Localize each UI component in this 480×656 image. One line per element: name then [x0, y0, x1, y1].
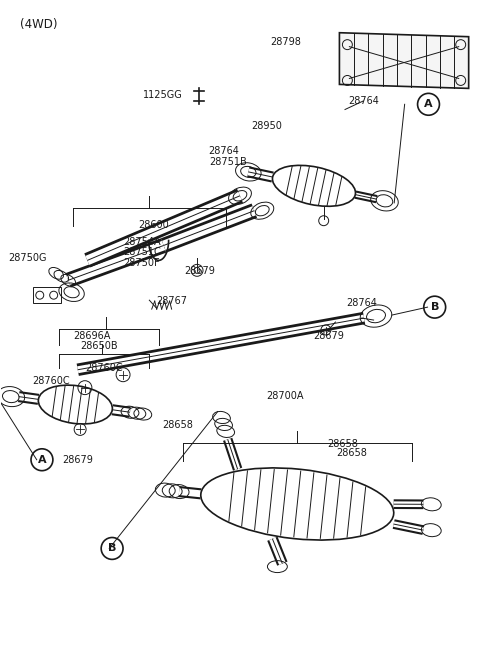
- Text: 28679: 28679: [184, 266, 215, 276]
- Text: 1125GG: 1125GG: [143, 89, 183, 100]
- Text: 28798: 28798: [270, 37, 301, 47]
- Text: (4WD): (4WD): [21, 18, 58, 31]
- Text: B: B: [108, 543, 116, 554]
- Text: 28658: 28658: [163, 420, 193, 430]
- Text: 28650B: 28650B: [81, 341, 118, 351]
- Text: A: A: [37, 455, 46, 464]
- Polygon shape: [339, 33, 468, 89]
- Text: 28750G: 28750G: [8, 253, 47, 262]
- Text: 28658: 28658: [327, 439, 358, 449]
- Text: 28751C: 28751C: [123, 247, 161, 257]
- Text: 28764: 28764: [208, 146, 239, 155]
- Text: A: A: [424, 99, 433, 110]
- Text: 28679: 28679: [62, 455, 93, 464]
- Text: 28600: 28600: [139, 220, 169, 230]
- Text: 28760C: 28760C: [85, 363, 123, 373]
- Text: 28679: 28679: [313, 331, 344, 341]
- Text: 28950: 28950: [251, 121, 282, 131]
- Text: 28764: 28764: [346, 298, 377, 308]
- Text: 28760C: 28760C: [33, 377, 70, 386]
- Polygon shape: [33, 287, 60, 303]
- Text: B: B: [431, 302, 439, 312]
- Text: 28764: 28764: [348, 96, 380, 106]
- Text: 28767: 28767: [156, 296, 188, 306]
- Text: 28754A: 28754A: [123, 237, 161, 247]
- Text: 28696A: 28696A: [73, 331, 111, 341]
- Text: 28750F: 28750F: [123, 258, 160, 268]
- Text: 28751B: 28751B: [209, 157, 247, 167]
- Text: 28700A: 28700A: [266, 392, 304, 401]
- Text: 28658: 28658: [336, 448, 368, 459]
